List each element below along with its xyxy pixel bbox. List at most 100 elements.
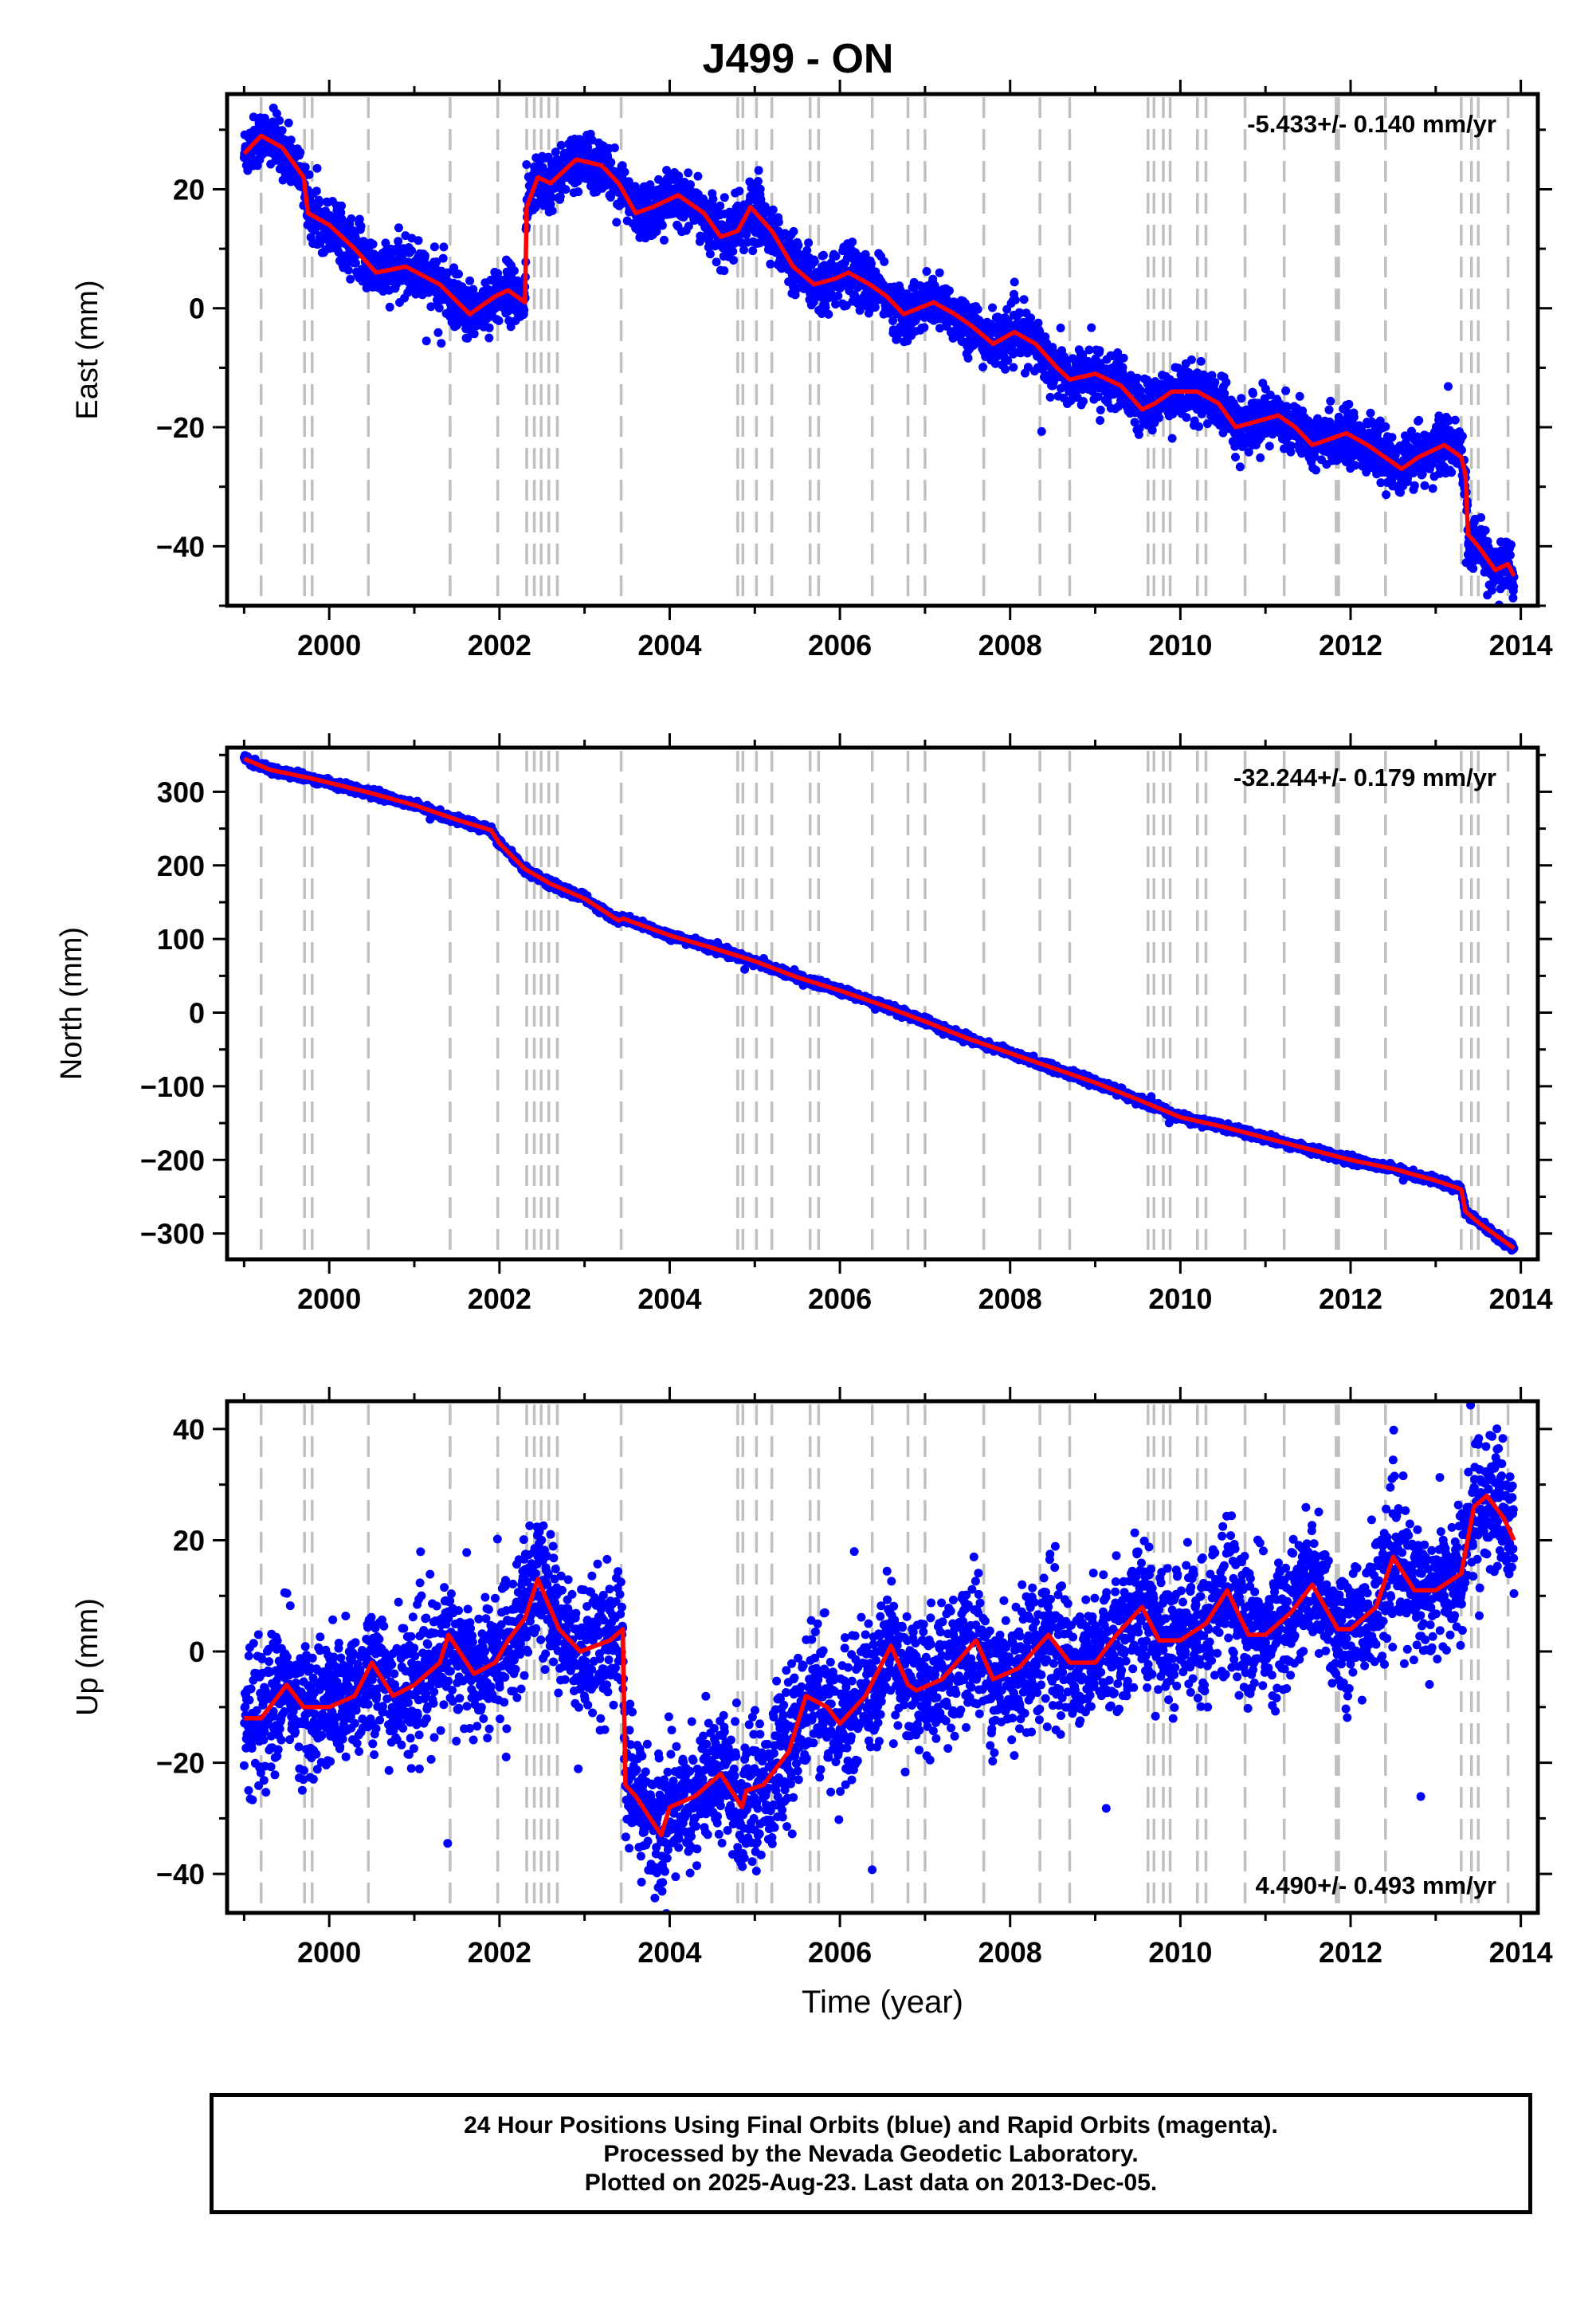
data-point bbox=[454, 269, 463, 279]
data-point bbox=[612, 218, 622, 227]
data-point bbox=[304, 170, 314, 179]
data-point bbox=[432, 257, 441, 266]
model-line bbox=[242, 133, 1516, 577]
data-point bbox=[555, 192, 565, 201]
data-point bbox=[484, 333, 494, 343]
data-point bbox=[720, 266, 729, 276]
data-point bbox=[452, 320, 461, 330]
data-point bbox=[1410, 481, 1419, 490]
data-point bbox=[1351, 461, 1360, 470]
data-point bbox=[944, 286, 954, 296]
data-point bbox=[1480, 526, 1490, 535]
data-point bbox=[870, 303, 880, 312]
data-point bbox=[465, 276, 475, 285]
data-point bbox=[493, 269, 503, 278]
data-point bbox=[1326, 396, 1335, 406]
data-point bbox=[935, 268, 944, 277]
data-point bbox=[1387, 433, 1397, 442]
data-point bbox=[1095, 346, 1104, 355]
data-point bbox=[1418, 469, 1427, 479]
event-lines bbox=[259, 97, 1510, 603]
data-point bbox=[1407, 426, 1416, 436]
data-point bbox=[1508, 593, 1518, 603]
data-point bbox=[356, 222, 366, 231]
data-point bbox=[606, 158, 616, 167]
y-tick-label: 20 bbox=[173, 173, 205, 206]
data-point bbox=[368, 239, 378, 249]
data-point bbox=[988, 303, 997, 312]
data-point bbox=[716, 201, 725, 210]
data-point bbox=[1282, 403, 1292, 412]
data-point bbox=[1312, 465, 1320, 475]
data-point bbox=[1130, 418, 1139, 427]
data-point bbox=[551, 147, 560, 157]
x-tick-label: 2002 bbox=[468, 629, 531, 662]
data-point bbox=[1457, 446, 1466, 455]
data-point bbox=[426, 302, 436, 312]
data-point bbox=[794, 241, 803, 250]
data-point bbox=[520, 305, 529, 315]
data-point bbox=[369, 249, 378, 259]
data-point bbox=[1375, 416, 1385, 426]
series-points bbox=[239, 104, 1519, 606]
data-point bbox=[645, 180, 655, 190]
data-point bbox=[712, 257, 721, 267]
data-point bbox=[684, 168, 693, 178]
data-point bbox=[657, 221, 667, 230]
data-point bbox=[506, 322, 516, 332]
data-point bbox=[1469, 564, 1478, 573]
data-point bbox=[1003, 355, 1013, 365]
data-point bbox=[1222, 378, 1231, 387]
chart-title: J499 - ON bbox=[702, 36, 894, 82]
data-point bbox=[1026, 313, 1036, 323]
data-point bbox=[1009, 363, 1018, 372]
data-point bbox=[484, 323, 494, 332]
data-point bbox=[620, 167, 629, 177]
y-tick-label: −40 bbox=[156, 530, 205, 563]
data-point bbox=[394, 223, 403, 233]
data-point bbox=[312, 187, 321, 196]
data-point bbox=[754, 166, 763, 175]
data-point bbox=[343, 265, 353, 275]
data-point bbox=[708, 194, 718, 204]
data-point bbox=[1202, 419, 1212, 429]
data-point bbox=[433, 328, 443, 337]
x-tick-label: 2000 bbox=[297, 629, 361, 662]
data-point bbox=[1487, 586, 1496, 595]
data-point bbox=[821, 303, 830, 312]
y-tick-label: −20 bbox=[156, 411, 205, 444]
data-point bbox=[1186, 355, 1196, 364]
data-point bbox=[1261, 384, 1270, 394]
data-point bbox=[337, 201, 346, 210]
data-point bbox=[922, 267, 931, 276]
data-point bbox=[422, 336, 431, 346]
data-point bbox=[768, 205, 778, 214]
data-point bbox=[443, 268, 453, 277]
data-point bbox=[963, 353, 973, 363]
data-point bbox=[1015, 308, 1025, 318]
data-point bbox=[312, 163, 322, 173]
data-point bbox=[509, 266, 519, 276]
data-point bbox=[793, 284, 802, 293]
data-point bbox=[753, 177, 763, 186]
data-point bbox=[1457, 431, 1467, 441]
data-point bbox=[438, 253, 448, 263]
data-point bbox=[1265, 442, 1274, 451]
y-axis-label: East (mm) bbox=[71, 280, 104, 419]
data-point bbox=[1295, 391, 1304, 401]
data-point bbox=[1428, 484, 1437, 493]
data-point bbox=[1434, 411, 1444, 421]
data-point bbox=[831, 300, 841, 309]
data-point bbox=[381, 238, 390, 248]
x-tick-label: 2014 bbox=[1489, 629, 1553, 662]
data-point bbox=[1476, 512, 1486, 522]
data-point bbox=[1084, 345, 1094, 355]
data-point bbox=[624, 177, 633, 187]
data-point bbox=[346, 274, 355, 284]
data-point bbox=[1096, 405, 1105, 414]
data-point bbox=[804, 238, 814, 248]
data-point bbox=[351, 258, 360, 268]
data-point bbox=[1324, 405, 1334, 414]
data-point bbox=[420, 251, 429, 261]
data-point bbox=[1507, 540, 1516, 549]
